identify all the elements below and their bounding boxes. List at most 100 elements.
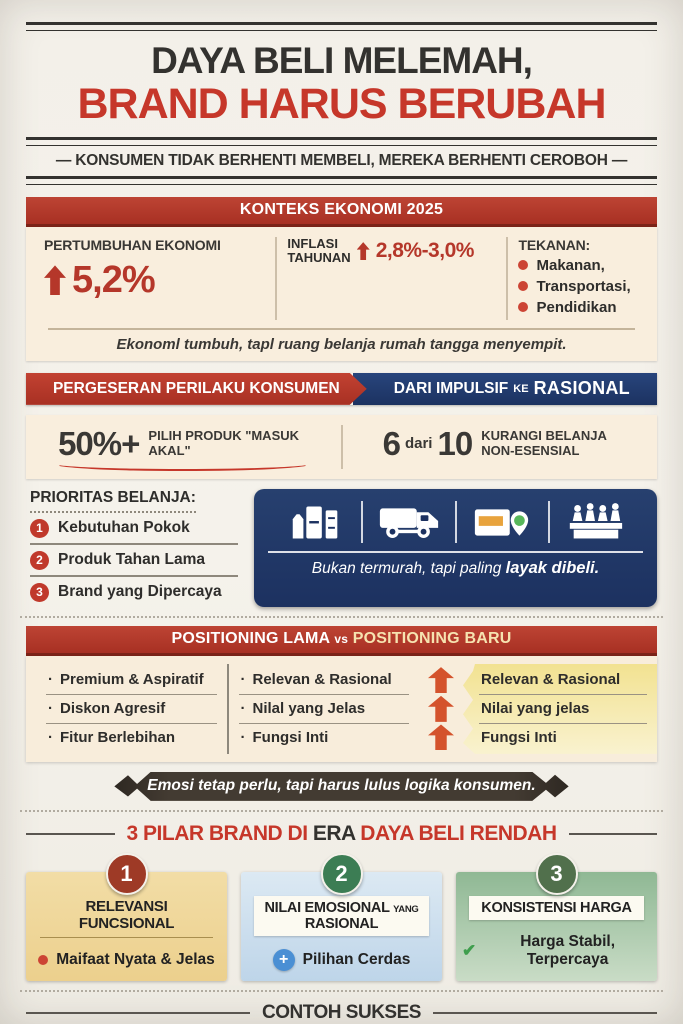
- inflasi-label-line1: INFLASI: [287, 235, 338, 251]
- up-arrow-icon: [428, 724, 454, 751]
- stat2-value2: 10: [437, 424, 473, 462]
- emosi-banner: Emosi tetap perlu, tapi harus lulus logi…: [114, 771, 569, 801]
- heading-line: [568, 832, 658, 835]
- konteks-section-header: KONTEKS EKONOMI 2025: [26, 196, 657, 227]
- number-badge-icon: 3: [30, 582, 49, 602]
- page-title-line1: DAYA BELI MELEMAH,: [151, 40, 533, 81]
- prioritas-section: PRIORITAS BELANJA: 1 Kebutuhan Pokok 2 P…: [26, 488, 657, 607]
- pilar-card-title: NILAI EMOSIONAL YANG RASIONAL: [254, 895, 429, 936]
- pilar-title-main: NILAI EMOSIONAL: [264, 899, 390, 916]
- pilar-point-label: Pilihan Cerdas: [302, 950, 411, 968]
- tekanan-item-label: Transportasi,: [536, 277, 631, 295]
- contoh-heading: CONTOH SUKSES: [26, 1002, 657, 1024]
- stat2-label-line1: KURANGI BELANJA: [481, 427, 607, 443]
- subtitle-rule: [26, 175, 657, 185]
- up-arrow-icon: [44, 265, 66, 296]
- up-arrow-icon: [428, 695, 454, 722]
- pilar-card-konsistensi: 3 KONSISTENSI HARGA Harga Stabil, Terper…: [456, 852, 657, 981]
- tekanan-item-label: Makanan,: [536, 256, 605, 274]
- prioritas-item: 3 Brand yang Dipercaya: [30, 577, 238, 607]
- prioritas-icon-box: Bukan termurah, tapi paling layak dibeli…: [254, 488, 657, 607]
- stat2-dari: dari: [404, 435, 433, 453]
- dotted-separator: [20, 989, 663, 992]
- stat-non-esensial: 6 dari 10 KURANGI BELANJA NON-ESENSIAL: [343, 423, 648, 471]
- prioritas-title: PRIORITAS BELANJA:: [30, 489, 196, 513]
- pilar-number-badge: 2: [320, 852, 363, 895]
- pergeseran-left-title: PERGESERAN PERILAKU KONSUMEN: [26, 372, 367, 405]
- positioning-highlight-item: Nilai yang jelas: [479, 695, 647, 724]
- pergeseran-banner: PERGESERAN PERILAKU KONSUMEN DARI IMPULS…: [26, 372, 657, 405]
- inflasi-block: INFLASI TAHUNAN 2,8%-3,0%: [275, 235, 506, 320]
- stat2-label-line2: NON-ESENSIAL: [481, 442, 580, 458]
- stat1-label: PILIH PRODUK "MASUK AKAL": [148, 427, 300, 458]
- bullet-dot-icon: [518, 281, 529, 292]
- positioning-highlight-list: Relevan & Rasional Nilai yang jelas Fung…: [463, 663, 657, 754]
- positioning-arrows: [419, 664, 463, 754]
- pertumbuhan-value: 5,2%: [72, 258, 156, 301]
- positioning-section-header: POSITIONING LAMA vs POSITIONING BARU: [26, 625, 657, 656]
- delivery-van-icon: [361, 500, 454, 543]
- tekanan-item: Makanan,: [518, 257, 639, 274]
- check-icon: [462, 941, 476, 961]
- positioning-highlight-item: Fungsi Inti: [481, 728, 557, 746]
- positioning-new-item: Relevan & Rasional: [238, 666, 409, 695]
- stat-masuk-akal: 50%+ PILIH PRODUK "MASUK AKAL": [36, 423, 341, 471]
- pilar-point-label: Harga Stabil, Terpercaya: [520, 932, 615, 968]
- pilar-card-title: RELEVANSI FUNCSIONAL: [40, 896, 213, 938]
- bullet-dot-icon: [518, 302, 529, 313]
- caption-bold: layak dibeli.: [505, 558, 600, 577]
- pilar-card-point: Harga Stabil, Terpercaya: [462, 933, 651, 969]
- tekanan-item: Transportasi,: [518, 278, 639, 295]
- tekanan-block: TEKANAN: Makanan, Transportasi, Pendidik…: [506, 236, 649, 320]
- pilar-number-badge: 1: [105, 852, 148, 895]
- stat2-value1: 6: [382, 424, 401, 462]
- prioritas-item: 1 Kebutuhan Pokok: [30, 513, 238, 545]
- pilar-card-point: Maifaat Nyata & Jelas: [32, 951, 221, 969]
- positioning-new-item: Nilal yang Jelas: [238, 695, 409, 724]
- top-rule: [26, 22, 657, 31]
- positioning-title-vs: vs: [334, 631, 349, 646]
- prioritas-list: PRIORITAS BELANJA: 1 Kebutuhan Pokok 2 P…: [26, 489, 238, 607]
- number-badge-icon: 1: [30, 518, 49, 538]
- pilar-title-part3: DAYA BELI RENDAH: [360, 821, 557, 845]
- positioning-title-new: POSITIONING BARU: [352, 629, 512, 647]
- up-arrow-icon: [428, 667, 454, 694]
- prioritas-item-label: Brand yang Dipercaya: [58, 583, 222, 601]
- pergeseran-right-post: RASIONAL: [533, 378, 630, 399]
- pilar-card-nilai-emosional: 2 NILAI EMOSIONAL YANG RASIONAL Pilihan …: [241, 852, 442, 981]
- page-subtitle: — KONSUMEN TIDAK BERHENTI MEMBELI, MEREK…: [55, 151, 628, 169]
- prioritas-box-caption: Bukan termurah, tapi paling layak dibeli…: [268, 553, 643, 578]
- heading-line: [26, 832, 115, 835]
- chess-pieces-icon: [547, 500, 641, 543]
- pilar-title-small: YANG: [393, 903, 419, 915]
- stat2-label: KURANGI BELANJA NON-ESENSIAL: [481, 427, 607, 459]
- positioning-old-item: Premium & Aspiratif: [46, 666, 217, 695]
- heading-line: [26, 1011, 251, 1014]
- tekanan-item-label: Pendidikan: [536, 298, 617, 316]
- pilar-card-title: KONSISTENSI HARGA: [469, 895, 644, 920]
- groceries-icon: [270, 501, 361, 543]
- inflasi-label-line2: TAHUNAN: [287, 250, 351, 266]
- pilar-point-label: Maifaat Nyata & Jelas: [56, 950, 215, 968]
- positioning-highlight-item: Relevan & Rasional: [479, 666, 647, 695]
- pilar-card-point: Pilihan Cerdas: [247, 948, 436, 971]
- positioning-old-item: Fitur Berlebihan: [46, 724, 217, 752]
- stats-panel: 50%+ PILIH PRODUK "MASUK AKAL" 6 dari 10…: [26, 414, 657, 479]
- positioning-panel: Premium & Aspiratif Diskon Agresif Fitur…: [26, 655, 657, 762]
- dotted-separator: [20, 615, 663, 618]
- number-badge-icon: 2: [30, 550, 49, 570]
- tekanan-label: TEKANAN:: [518, 236, 590, 253]
- positioning-title-old: POSITIONING LAMA: [171, 629, 330, 647]
- bullet-dot-icon: [518, 260, 529, 271]
- red-curve-decoration: [54, 457, 311, 471]
- stats-divider: [340, 424, 343, 469]
- konteks-footnote: Ekonoml tumbuh, tapl ruang belanja rumah…: [48, 327, 635, 361]
- prioritas-item-label: Produk Tahan Lama: [58, 551, 205, 569]
- konteks-panel: PERTUMBUHAN EKONOMI 5,2% INFLASI TAHUNAN…: [26, 226, 657, 361]
- pilar-heading: 3 PILAR BRAND DI ERA DAYA BELI RENDAH: [26, 821, 658, 846]
- pilar-title-part1: 3 PILAR BRAND DI: [126, 821, 309, 845]
- pergeseran-right-title: DARI IMPULSIF KE RASIONAL: [352, 372, 657, 405]
- prioritas-item-label: Kebutuhan Pokok: [58, 519, 190, 537]
- positioning-old-list: Premium & Aspiratif Diskon Agresif Fitur…: [36, 664, 227, 754]
